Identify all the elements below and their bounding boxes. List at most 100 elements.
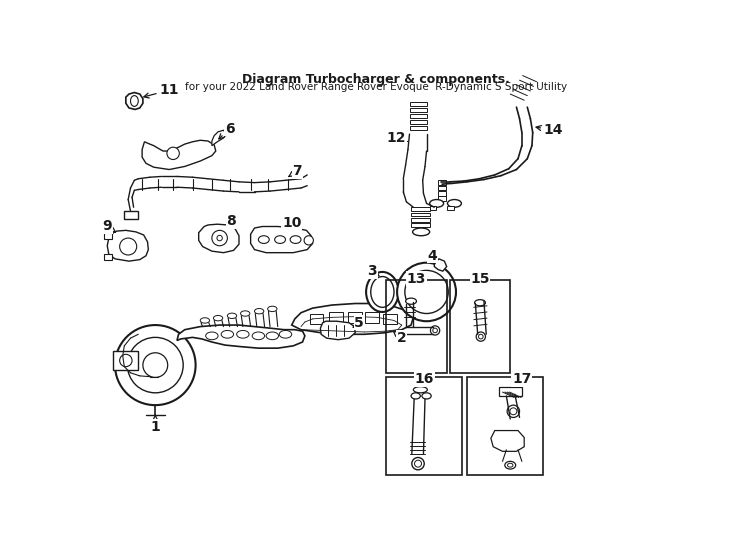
Text: 9: 9 xyxy=(103,219,115,233)
Bar xyxy=(467,377,543,475)
Ellipse shape xyxy=(475,300,485,306)
Ellipse shape xyxy=(510,408,517,415)
Ellipse shape xyxy=(217,235,222,241)
Polygon shape xyxy=(126,92,143,110)
Text: 8: 8 xyxy=(226,214,236,228)
Ellipse shape xyxy=(505,461,516,469)
Bar xyxy=(411,207,429,211)
Ellipse shape xyxy=(429,200,443,207)
Circle shape xyxy=(167,147,179,159)
Text: 11: 11 xyxy=(144,83,179,98)
Ellipse shape xyxy=(479,334,483,339)
Text: 6: 6 xyxy=(219,122,234,139)
Text: Diagram Turbocharger & components.: Diagram Turbocharger & components. xyxy=(242,72,510,85)
Text: 2: 2 xyxy=(393,331,407,345)
Text: 4: 4 xyxy=(428,249,437,264)
Circle shape xyxy=(397,262,456,321)
Bar xyxy=(348,312,362,323)
Polygon shape xyxy=(250,226,313,253)
Bar xyxy=(438,186,446,190)
Ellipse shape xyxy=(430,326,440,335)
Polygon shape xyxy=(212,130,227,146)
Bar xyxy=(310,314,324,325)
Text: 15: 15 xyxy=(470,272,490,286)
Ellipse shape xyxy=(206,332,218,340)
Ellipse shape xyxy=(255,308,264,314)
Ellipse shape xyxy=(280,330,291,338)
Bar xyxy=(383,314,397,325)
Bar xyxy=(411,218,429,222)
Ellipse shape xyxy=(413,228,429,236)
Bar xyxy=(438,197,446,201)
Bar xyxy=(411,213,429,217)
Bar xyxy=(410,126,426,130)
Polygon shape xyxy=(107,231,148,261)
Ellipse shape xyxy=(371,276,394,307)
Circle shape xyxy=(405,271,448,314)
Ellipse shape xyxy=(412,457,424,470)
Bar xyxy=(438,191,446,195)
Ellipse shape xyxy=(268,306,277,312)
Circle shape xyxy=(128,338,184,393)
Bar xyxy=(124,211,138,219)
Polygon shape xyxy=(435,259,447,271)
Text: 13: 13 xyxy=(407,272,426,286)
Polygon shape xyxy=(320,321,355,340)
Ellipse shape xyxy=(507,405,520,417)
Text: 1: 1 xyxy=(150,415,160,434)
Circle shape xyxy=(304,236,313,245)
Circle shape xyxy=(212,231,228,246)
Bar xyxy=(438,180,446,185)
Ellipse shape xyxy=(228,313,236,319)
Bar xyxy=(104,254,112,260)
Text: 3: 3 xyxy=(368,264,379,278)
Text: 14: 14 xyxy=(536,123,564,137)
Text: 16: 16 xyxy=(415,372,434,386)
Text: for your 2022 Land Rover Range Rover Evoque  R-Dynamic S Sport Utility: for your 2022 Land Rover Range Rover Evo… xyxy=(185,82,567,92)
Bar xyxy=(448,206,454,211)
Polygon shape xyxy=(491,430,524,451)
Circle shape xyxy=(143,353,167,377)
Ellipse shape xyxy=(131,96,138,106)
Ellipse shape xyxy=(406,298,416,304)
Bar xyxy=(498,387,522,396)
Polygon shape xyxy=(142,140,216,170)
Ellipse shape xyxy=(411,393,421,399)
Polygon shape xyxy=(199,224,239,253)
Ellipse shape xyxy=(507,463,513,467)
Text: 5: 5 xyxy=(353,316,364,330)
Circle shape xyxy=(120,238,137,255)
Bar xyxy=(104,233,112,239)
Text: 7: 7 xyxy=(288,164,302,178)
Ellipse shape xyxy=(236,330,249,338)
Text: 10: 10 xyxy=(282,215,302,230)
Ellipse shape xyxy=(476,332,485,341)
Polygon shape xyxy=(291,303,413,334)
Ellipse shape xyxy=(448,200,462,207)
Ellipse shape xyxy=(413,387,427,393)
Ellipse shape xyxy=(290,236,301,244)
Bar xyxy=(411,224,429,227)
Bar xyxy=(386,377,462,475)
Ellipse shape xyxy=(221,330,233,338)
Ellipse shape xyxy=(422,393,431,399)
Circle shape xyxy=(115,325,195,405)
Ellipse shape xyxy=(275,236,286,244)
Bar xyxy=(410,120,426,124)
Ellipse shape xyxy=(214,315,222,321)
Ellipse shape xyxy=(415,460,421,467)
Bar xyxy=(410,108,426,112)
Bar xyxy=(366,312,379,323)
Text: 17: 17 xyxy=(512,372,531,386)
Ellipse shape xyxy=(258,236,269,244)
Bar xyxy=(329,312,343,323)
Ellipse shape xyxy=(266,332,278,340)
Bar xyxy=(450,280,510,373)
Bar xyxy=(410,114,426,118)
Bar xyxy=(386,280,447,373)
Bar xyxy=(429,206,436,211)
Polygon shape xyxy=(177,325,305,348)
Ellipse shape xyxy=(433,328,437,333)
Text: 12: 12 xyxy=(387,131,407,145)
Ellipse shape xyxy=(241,311,250,316)
